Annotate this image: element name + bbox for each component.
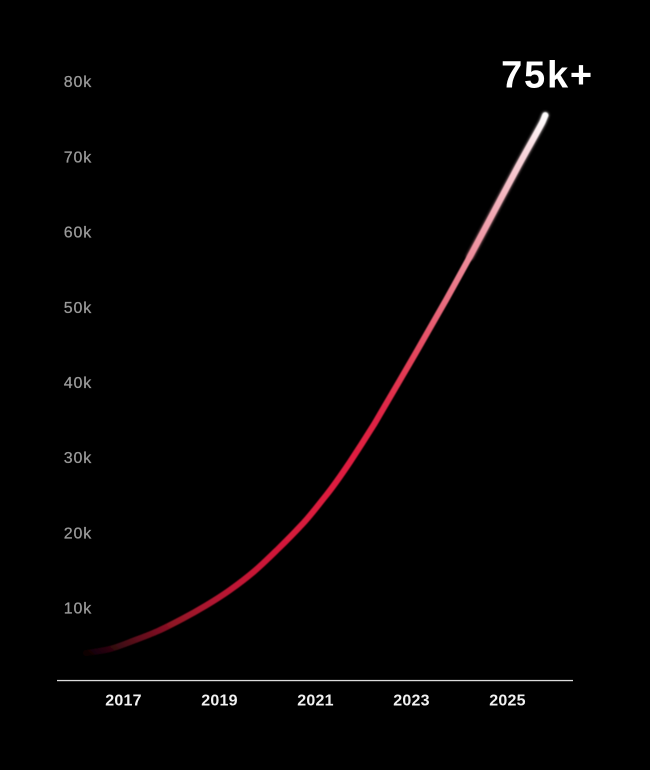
svg-text:2023: 2023 (393, 693, 429, 710)
svg-text:50k: 50k (64, 300, 92, 317)
svg-text:30k: 30k (64, 450, 92, 467)
svg-text:40k: 40k (64, 375, 92, 392)
svg-text:60k: 60k (64, 225, 92, 242)
svg-text:2019: 2019 (201, 693, 237, 710)
svg-text:80k: 80k (64, 74, 92, 91)
svg-text:2017: 2017 (105, 693, 141, 710)
svg-text:20k: 20k (64, 525, 92, 542)
svg-text:2021: 2021 (297, 693, 333, 710)
svg-text:2025: 2025 (489, 693, 525, 710)
svg-text:75k+: 75k+ (501, 55, 594, 97)
svg-text:70k: 70k (64, 149, 92, 166)
svg-text:10k: 10k (64, 601, 92, 618)
